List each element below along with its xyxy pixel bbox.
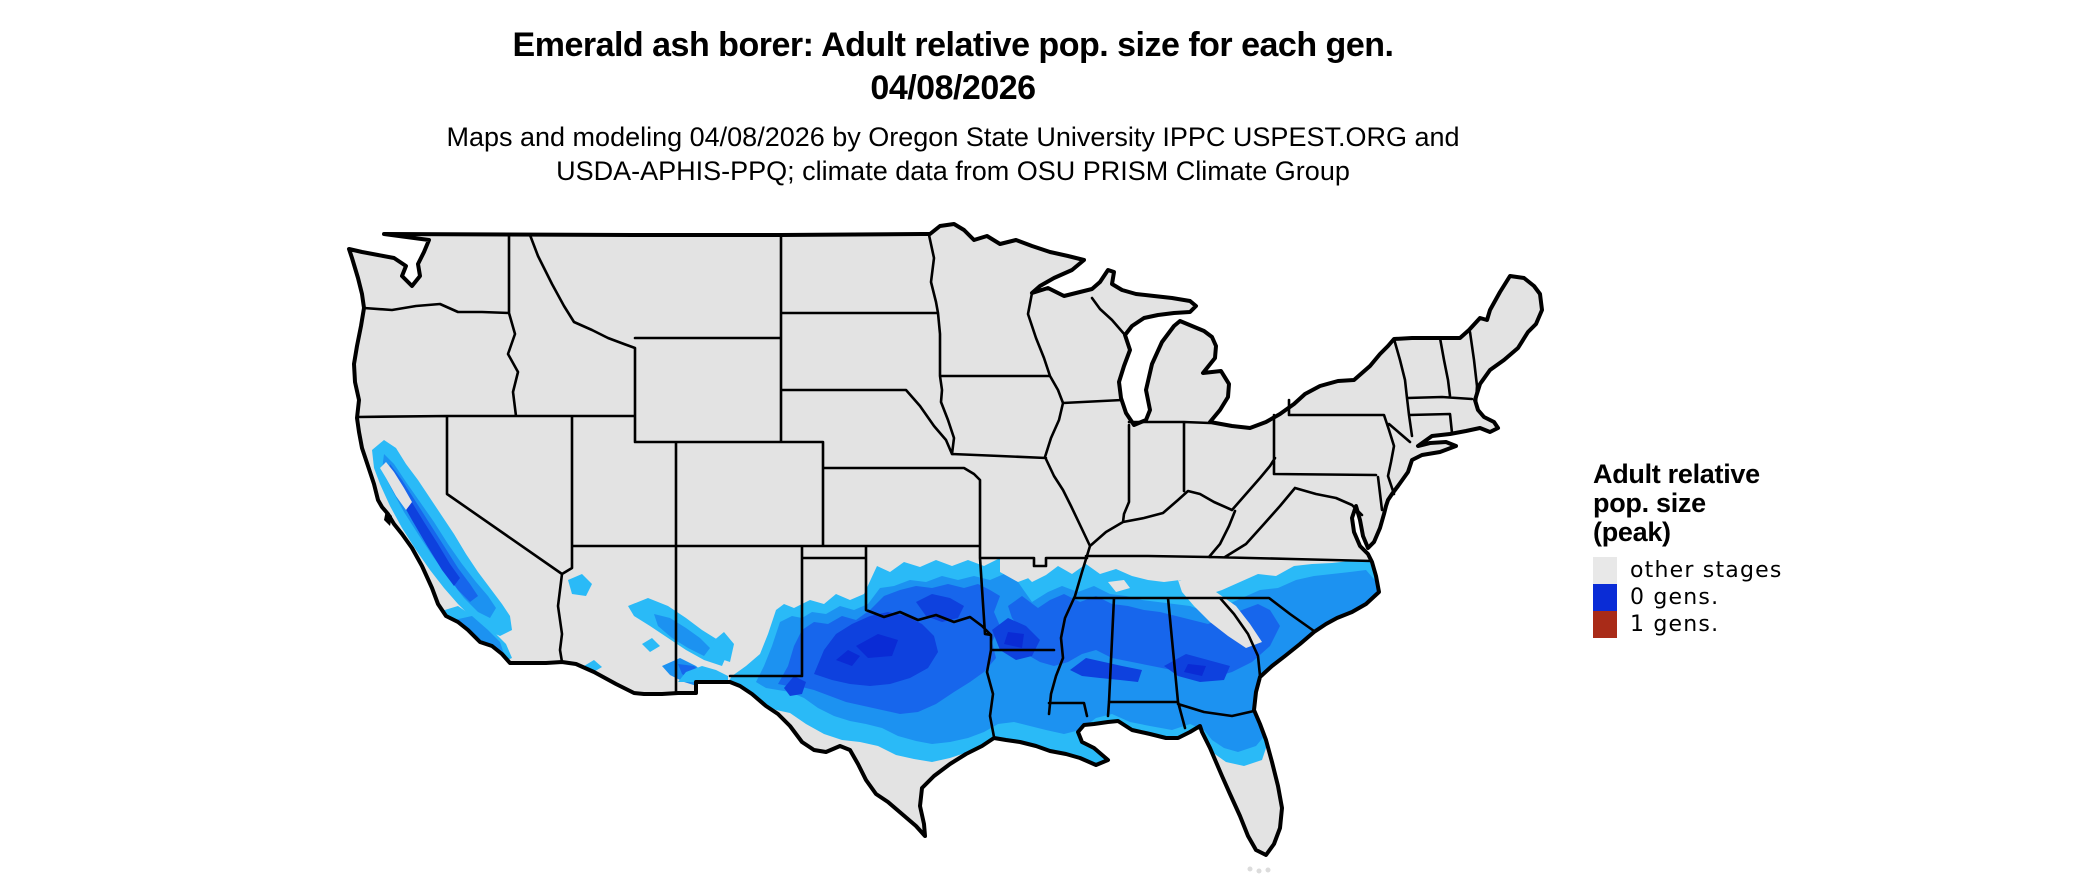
us-map [332, 214, 1557, 879]
state-borders [355, 233, 1479, 739]
raster-nashville-gray [1108, 580, 1130, 592]
legend-title-line-3: (peak) [1593, 517, 1671, 547]
legend-label-0-gens: 0 gens. [1630, 585, 1720, 610]
channel-island-dot-1 [449, 644, 455, 650]
title-line-2: 04/08/2026 [870, 69, 1036, 107]
legend-title-line-2: pop. size [1593, 488, 1706, 518]
legend-row-0-gens: 0 gens. [1593, 584, 1873, 611]
raster-texas-highest [856, 634, 898, 658]
us-map-svg [347, 222, 1544, 874]
map-title: Emerald ash borer: Adult relative pop. s… [0, 24, 1906, 110]
legend-row-other-stages: other stages [1593, 557, 1873, 584]
raster-central-texas-highest [836, 650, 860, 666]
florida-keys-dot-3 [1265, 867, 1271, 873]
raster-oklahoma-high [916, 594, 964, 622]
raster-nevada-tip-lowest [568, 574, 592, 596]
raster-arizona-low [654, 614, 710, 656]
raster-arkansas-highest [1004, 632, 1024, 648]
legend-row-1-gens: 1 gens. [1593, 611, 1873, 638]
raster-georgia-highest [1184, 664, 1206, 676]
raster-mississippi-alabama-high [1070, 658, 1142, 682]
subtitle-line-2: USDA-APHIS-PPQ; climate data from OSU PR… [556, 156, 1350, 186]
legend-rows: other stages 0 gens. 1 gens. [1593, 557, 1873, 638]
raster-new-mexico-south-lowest [678, 666, 728, 682]
legend-title-line-1: Adult relative [1593, 459, 1760, 489]
raster-west-texas-high [784, 676, 806, 696]
population-raster [372, 440, 1390, 780]
title-line-1: Emerald ash borer: Adult relative pop. s… [512, 26, 1394, 64]
raster-california-valley-gray [380, 462, 412, 510]
florida-keys-dot-1 [1247, 866, 1253, 872]
legend-swatch-1-gens [1593, 611, 1617, 638]
legend-swatch-other-stages [1593, 557, 1617, 584]
map-subtitle: Maps and modeling 04/08/2026 by Oregon S… [0, 120, 1906, 188]
channel-island-dot-2 [463, 649, 469, 655]
legend-label-1-gens: 1 gens. [1630, 612, 1720, 637]
raster-california-mid [388, 464, 478, 602]
map-legend: Adult relative pop. size (peak) other st… [1593, 460, 1873, 638]
florida-keys-dot-2 [1256, 868, 1262, 874]
subtitle-line-1: Maps and modeling 04/08/2026 by Oregon S… [446, 122, 1460, 152]
raster-ozark-gray [1000, 558, 1034, 582]
legend-swatch-0-gens [1593, 584, 1617, 611]
legend-title: Adult relative pop. size (peak) [1593, 460, 1873, 547]
raster-arizona-speck-1 [642, 638, 660, 652]
legend-label-other-stages: other stages [1630, 558, 1783, 583]
raster-southeast-mid [1008, 594, 1280, 678]
raster-rio-grande-lowest [712, 632, 734, 662]
